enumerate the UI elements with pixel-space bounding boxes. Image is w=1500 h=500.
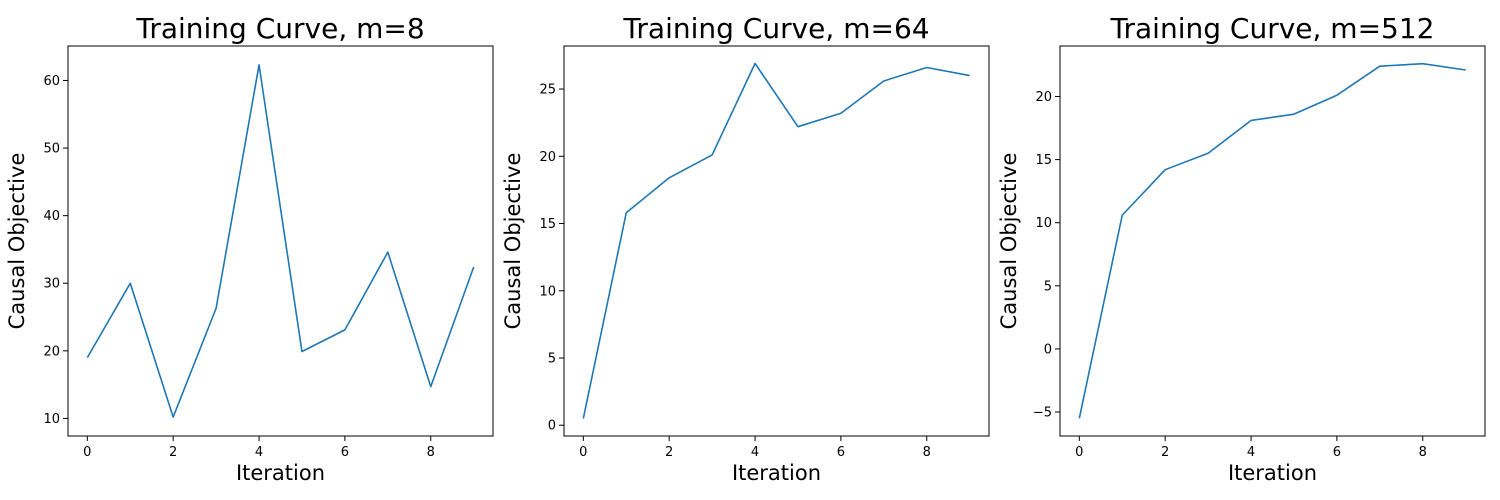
x-tick-label: 4 (255, 445, 263, 460)
plot-frame (67, 45, 494, 437)
y-tick-label: 60 (43, 74, 60, 89)
y-tick-label: 50 (43, 142, 60, 157)
y-tick-label: −5 (1033, 406, 1052, 421)
chart-title: Training Curve, m=64 (622, 12, 929, 45)
chart-title: Training Curve, m=512 (1110, 12, 1435, 45)
x-axis-label: Iteration (236, 461, 325, 485)
series-line (86, 64, 475, 418)
y-tick-label: 20 (43, 344, 60, 359)
y-tick-label: 40 (43, 209, 60, 224)
chart-panel-m8: Training Curve, m=8 Iteration Causal Obj… (5, 12, 494, 485)
y-tick-label: 20 (1035, 90, 1052, 105)
x-tick-label: 8 (427, 445, 435, 460)
x-axis-label: Iteration (732, 461, 821, 485)
chart-panel-m512: Training Curve, m=512 Iteration Causal O… (997, 12, 1486, 485)
x-tick-label: 0 (579, 445, 587, 460)
x-tick-label: 8 (923, 445, 931, 460)
x-tick-label: 4 (751, 445, 759, 460)
y-axis-label: Causal Objective (5, 153, 29, 330)
y-tick-label: 10 (539, 284, 556, 299)
y-tick-label: 0 (1044, 342, 1052, 357)
plot-frame (1059, 45, 1486, 437)
chart-panel-m64: Training Curve, m=64 Iteration Causal Ob… (501, 12, 990, 485)
y-axis-label: Causal Objective (501, 153, 525, 330)
x-tick-label: 2 (665, 445, 673, 460)
x-tick-label: 6 (837, 445, 845, 460)
x-tick-label: 6 (341, 445, 349, 460)
plot-frame (563, 45, 990, 437)
x-tick-label: 0 (1075, 445, 1083, 460)
x-tick-label: 2 (1161, 445, 1169, 460)
y-tick-label: 10 (43, 412, 60, 427)
x-tick-label: 8 (1419, 445, 1427, 460)
x-tick-label: 2 (169, 445, 177, 460)
x-tick-label: 0 (83, 445, 91, 460)
x-axis-label: Iteration (1228, 461, 1317, 485)
y-tick-label: 15 (539, 217, 556, 232)
y-tick-label: 0 (548, 419, 556, 434)
y-tick-label: 15 (1035, 153, 1052, 168)
y-tick-label: 20 (539, 150, 556, 165)
y-axis-label: Causal Objective (997, 153, 1021, 330)
series-line (582, 62, 970, 419)
y-tick-label: 5 (548, 352, 556, 367)
series-line (1078, 62, 1466, 419)
x-tick-label: 6 (1333, 445, 1341, 460)
x-tick-label: 4 (1247, 445, 1255, 460)
y-tick-label: 30 (43, 277, 60, 292)
y-tick-label: 10 (1035, 216, 1052, 231)
y-tick-label: 5 (1044, 279, 1052, 294)
y-tick-label: 25 (539, 83, 556, 98)
chart-title: Training Curve, m=8 (135, 12, 424, 45)
